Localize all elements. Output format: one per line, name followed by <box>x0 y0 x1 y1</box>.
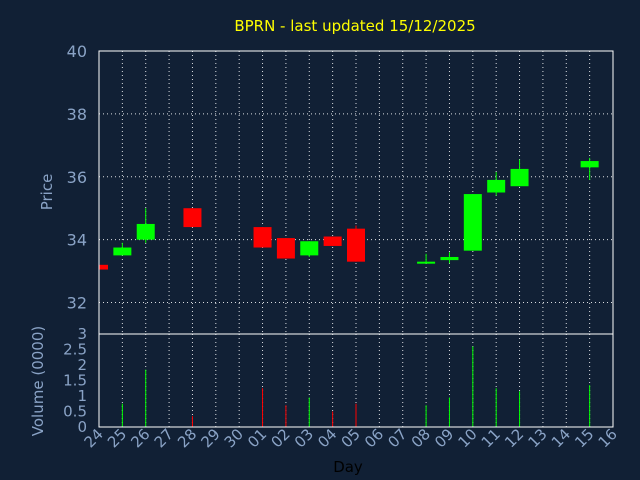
volume-axis-label: Volume (0000) <box>29 326 47 436</box>
candle-down <box>99 264 108 270</box>
candle-up <box>510 168 529 187</box>
candle-up <box>440 256 459 261</box>
candle-up <box>136 223 155 240</box>
candle-down <box>253 227 272 248</box>
price-tick-label: 34 <box>67 231 87 250</box>
volume-tick-label: 3 <box>77 325 87 343</box>
volume-y-ticks: 00.511.522.53 <box>63 325 87 436</box>
candle-down <box>183 208 202 228</box>
candles <box>98 157 599 270</box>
price-axis-label: Price <box>38 174 56 211</box>
volume-tick-label: 0 <box>77 418 87 436</box>
candle-up <box>487 179 506 193</box>
candle-down <box>323 236 342 246</box>
candle-down <box>347 228 365 262</box>
volume-panel: 00.511.522.53 <box>63 325 614 436</box>
volume-frame <box>98 333 614 428</box>
volume-tick-label: 2.5 <box>63 341 87 359</box>
price-tick-label: 40 <box>67 42 87 61</box>
price-panel: 32 34 36 38 40 <box>67 42 614 335</box>
candle-up <box>580 161 599 168</box>
candle-down <box>276 238 295 259</box>
x-axis-label: Day <box>333 458 363 476</box>
price-y-ticks: 32 34 36 38 40 <box>67 42 87 313</box>
price-tick-label: 38 <box>67 105 87 124</box>
candle-up <box>113 247 132 256</box>
volume-tick-label: 2 <box>77 356 87 374</box>
x-ticks: 2425262728293001020304050607080910111213… <box>81 425 621 451</box>
price-tick-label: 36 <box>67 168 87 187</box>
volume-tick-label: 0.5 <box>63 403 87 421</box>
candle-up <box>463 194 482 251</box>
candle-up <box>417 261 436 264</box>
volume-bars <box>121 346 591 427</box>
price-tick-label: 32 <box>67 294 87 313</box>
volume-tick-label: 1 <box>77 387 87 405</box>
candle-up <box>300 241 319 256</box>
volume-tick-label: 1.5 <box>63 372 87 390</box>
chart-title: BPRN - last updated 15/12/2025 <box>234 17 475 35</box>
